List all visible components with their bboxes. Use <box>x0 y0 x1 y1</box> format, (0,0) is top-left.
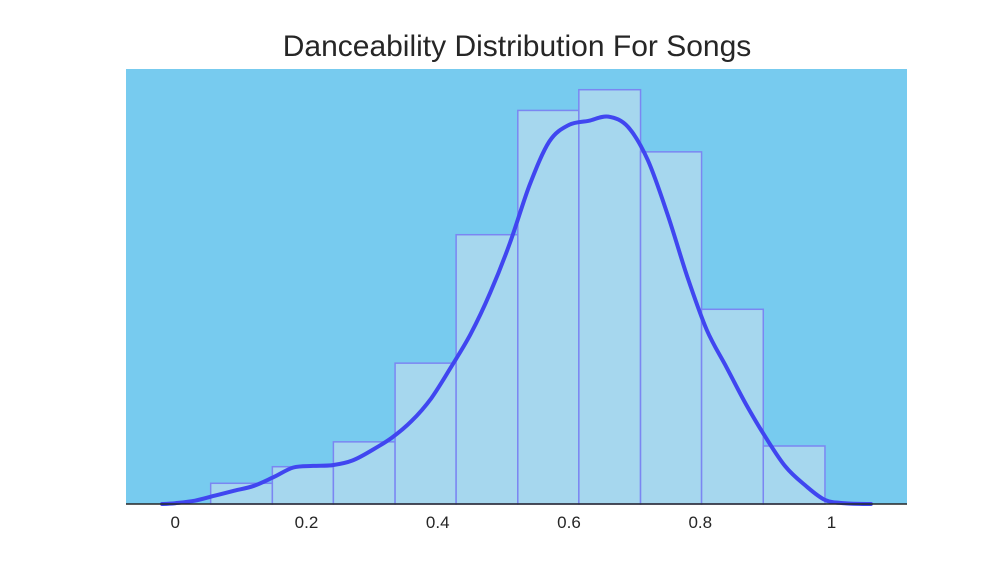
x-axis-ticks: 0 0.2 0.4 0.6 0.8 1 <box>170 513 836 532</box>
x-tick-label: 0.8 <box>688 513 712 532</box>
chart-title: Danceability Distribution For Songs <box>282 30 752 63</box>
histogram-bars <box>209 88 826 505</box>
histogram-bar <box>455 233 519 505</box>
x-tick-label: 1 <box>827 513 836 532</box>
kde-curve <box>160 114 873 506</box>
x-tick-label: 0.4 <box>426 513 450 532</box>
x-tick-label: 0 <box>170 513 179 532</box>
histogram-bar <box>639 151 703 505</box>
histogram-bar <box>578 88 642 505</box>
histogram-bar <box>517 109 580 505</box>
histogram-bar <box>394 362 457 505</box>
x-tick-label: 0.2 <box>295 513 319 532</box>
histogram-bar <box>332 441 396 505</box>
x-tick-label: 0.6 <box>557 513 581 532</box>
